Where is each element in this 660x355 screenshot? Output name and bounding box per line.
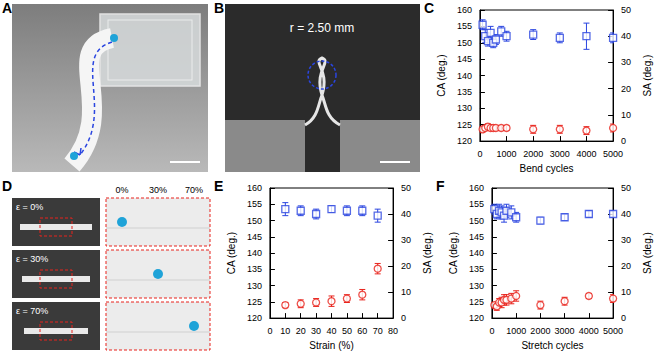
- svg-text:3000: 3000: [550, 149, 570, 159]
- svg-text:0: 0: [267, 326, 272, 336]
- html-text:B: B: [214, 0, 225, 16]
- html-text:A: A: [2, 0, 13, 16]
- svg-text:130: 130: [469, 281, 484, 291]
- svg-text:1000: 1000: [497, 149, 517, 159]
- svg-text:40: 40: [326, 326, 336, 336]
- svg-text:20: 20: [621, 84, 631, 94]
- html-text:E: E: [214, 178, 224, 194]
- svg-text:150: 150: [247, 216, 262, 226]
- svg-text:20: 20: [296, 326, 306, 336]
- html-text:F: F: [436, 178, 445, 194]
- svg-text:40: 40: [621, 209, 631, 219]
- svg-text:30: 30: [621, 235, 631, 245]
- svg-text:150: 150: [457, 38, 472, 48]
- svg-text:0%: 0%: [115, 185, 128, 195]
- svg-text:2000: 2000: [530, 326, 550, 336]
- svg-text:10: 10: [401, 287, 411, 297]
- svg-text:10: 10: [621, 287, 631, 297]
- svg-text:5000: 5000: [603, 149, 623, 159]
- svg-text:30: 30: [621, 57, 631, 67]
- svg-text:Bend cycles: Bend cycles: [520, 163, 574, 174]
- svg-text:r = 2.50 mm: r = 2.50 mm: [290, 21, 354, 35]
- svg-text:30: 30: [311, 326, 321, 336]
- svg-text:10: 10: [280, 326, 290, 336]
- svg-text:60: 60: [357, 326, 367, 336]
- svg-text:145: 145: [469, 232, 484, 242]
- svg-text:50: 50: [342, 326, 352, 336]
- svg-text:160: 160: [457, 5, 472, 15]
- svg-text:120: 120: [469, 313, 484, 323]
- svg-text:135: 135: [469, 264, 484, 274]
- svg-text:0: 0: [401, 313, 406, 323]
- svg-text:160: 160: [247, 183, 262, 193]
- svg-text:140: 140: [247, 248, 262, 258]
- html-text:D: D: [2, 178, 13, 194]
- svg-text:10: 10: [621, 110, 631, 120]
- svg-text:145: 145: [457, 54, 472, 64]
- svg-text:130: 130: [457, 103, 472, 113]
- svg-text:155: 155: [457, 21, 472, 31]
- svg-text:0: 0: [477, 149, 482, 159]
- svg-text:4000: 4000: [576, 149, 596, 159]
- svg-text:40: 40: [401, 209, 411, 219]
- svg-text:125: 125: [457, 120, 472, 130]
- svg-text:135: 135: [247, 264, 262, 274]
- svg-text:30: 30: [401, 235, 411, 245]
- svg-text:155: 155: [469, 199, 484, 209]
- svg-text:5000: 5000: [603, 326, 623, 336]
- svg-text:20: 20: [401, 261, 411, 271]
- svg-text:40: 40: [621, 31, 631, 41]
- svg-text:150: 150: [469, 216, 484, 226]
- svg-text:Strain (%): Strain (%): [309, 340, 353, 351]
- svg-text:145: 145: [247, 232, 262, 242]
- svg-text:0: 0: [621, 313, 626, 323]
- svg-text:140: 140: [457, 71, 472, 81]
- svg-text:155: 155: [247, 199, 262, 209]
- svg-text:120: 120: [457, 136, 472, 146]
- svg-text:4000: 4000: [579, 326, 599, 336]
- svg-text:SA (deg.): SA (deg.): [642, 55, 653, 97]
- svg-text:SA (deg.): SA (deg.): [642, 232, 653, 274]
- html-text:C: C: [424, 0, 435, 16]
- svg-text:3000: 3000: [555, 326, 575, 336]
- svg-text:ε = 70%: ε = 70%: [16, 306, 48, 316]
- svg-text:Stretch cycles: Stretch cycles: [521, 340, 583, 351]
- svg-text:125: 125: [247, 297, 262, 307]
- svg-text:160: 160: [469, 183, 484, 193]
- svg-text:80: 80: [388, 326, 398, 336]
- svg-text:CA (deg.): CA (deg.): [448, 232, 459, 274]
- svg-text:70: 70: [373, 326, 383, 336]
- svg-text:130: 130: [247, 281, 262, 291]
- svg-text:125: 125: [469, 297, 484, 307]
- svg-text:2000: 2000: [523, 149, 543, 159]
- svg-text:50: 50: [621, 5, 631, 15]
- svg-text:120: 120: [247, 313, 262, 323]
- svg-text:70%: 70%: [185, 185, 203, 195]
- svg-text:SA (deg.): SA (deg.): [422, 232, 433, 274]
- svg-text:1000: 1000: [506, 326, 526, 336]
- svg-text:CA (deg.): CA (deg.): [226, 232, 237, 274]
- svg-text:30%: 30%: [149, 185, 167, 195]
- svg-text:ε = 0%: ε = 0%: [16, 202, 43, 212]
- svg-text:50: 50: [621, 183, 631, 193]
- svg-text:50: 50: [401, 183, 411, 193]
- svg-text:ε = 30%: ε = 30%: [16, 254, 48, 264]
- svg-text:CA (deg.): CA (deg.): [436, 54, 447, 96]
- svg-text:0: 0: [621, 136, 626, 146]
- svg-text:20: 20: [621, 261, 631, 271]
- svg-text:140: 140: [469, 248, 484, 258]
- svg-text:0: 0: [489, 326, 494, 336]
- svg-text:135: 135: [457, 87, 472, 97]
